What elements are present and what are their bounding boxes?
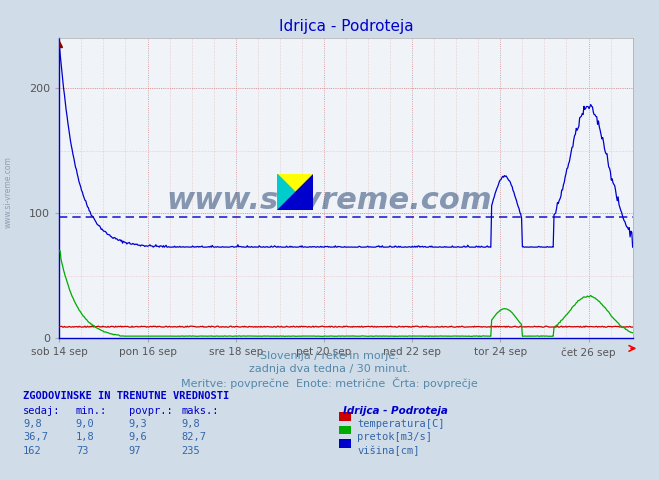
Text: 1,8: 1,8 (76, 432, 94, 443)
Text: višina[cm]: višina[cm] (357, 446, 420, 456)
Text: www.si-vreme.com: www.si-vreme.com (166, 186, 492, 215)
Polygon shape (277, 174, 313, 210)
Text: 9,6: 9,6 (129, 432, 147, 443)
Text: min.:: min.: (76, 406, 107, 416)
Text: temperatura[C]: temperatura[C] (357, 419, 445, 429)
Text: ZGODOVINSKE IN TRENUTNE VREDNOSTI: ZGODOVINSKE IN TRENUTNE VREDNOSTI (23, 391, 229, 401)
Text: www.si-vreme.com: www.si-vreme.com (3, 156, 13, 228)
Text: sedaj:: sedaj: (23, 406, 61, 416)
Text: Slovenija / reke in morje.: Slovenija / reke in morje. (260, 351, 399, 361)
Text: 36,7: 36,7 (23, 432, 48, 443)
Text: zadnja dva tedna / 30 minut.: zadnja dva tedna / 30 minut. (248, 364, 411, 374)
Text: pretok[m3/s]: pretok[m3/s] (357, 432, 432, 443)
Text: 235: 235 (181, 446, 200, 456)
Text: 73: 73 (76, 446, 88, 456)
Text: 9,8: 9,8 (181, 419, 200, 429)
Polygon shape (277, 174, 313, 210)
Text: Idrijca - Podroteja: Idrijca - Podroteja (343, 406, 447, 416)
Text: 82,7: 82,7 (181, 432, 206, 443)
Text: povpr.:: povpr.: (129, 406, 172, 416)
Text: Meritve: povprečne  Enote: metrične  Črta: povprečje: Meritve: povprečne Enote: metrične Črta:… (181, 377, 478, 389)
Title: Idrijca - Podroteja: Idrijca - Podroteja (279, 20, 413, 35)
Text: 162: 162 (23, 446, 42, 456)
Text: 9,8: 9,8 (23, 419, 42, 429)
Text: 9,0: 9,0 (76, 419, 94, 429)
Text: maks.:: maks.: (181, 406, 219, 416)
Text: 97: 97 (129, 446, 141, 456)
Text: 9,3: 9,3 (129, 419, 147, 429)
Polygon shape (277, 174, 313, 210)
